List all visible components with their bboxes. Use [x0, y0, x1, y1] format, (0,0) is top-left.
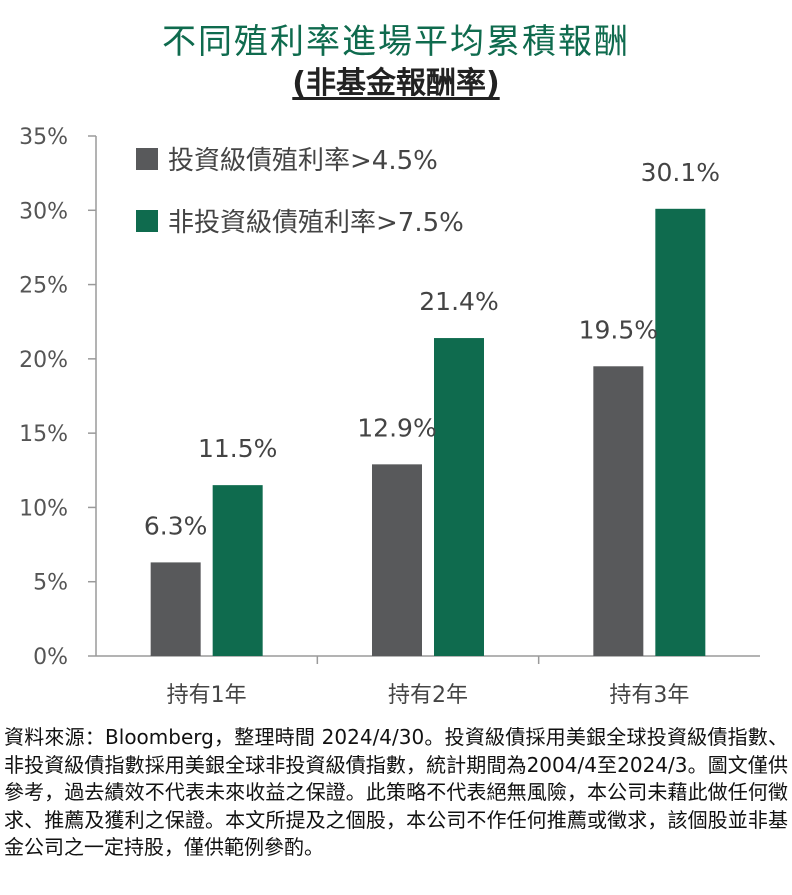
data-label: 6.3% [144, 511, 208, 540]
legend-label: 投資級債殖利率>4.5% [168, 146, 438, 176]
bar-investment-grade [372, 464, 422, 656]
data-label: 19.5% [579, 315, 658, 344]
data-label: 12.9% [357, 413, 436, 442]
bar-high-yield [434, 338, 484, 656]
chart-subtitle: (非基金報酬率) [292, 66, 500, 101]
data-label: 30.1% [641, 158, 720, 187]
x-category-label: 持有2年 [388, 683, 468, 708]
y-tick-label: 20% [19, 348, 68, 373]
y-tick-label: 30% [19, 199, 68, 224]
x-category-label: 持有1年 [167, 683, 247, 708]
y-tick-label: 25% [19, 274, 68, 299]
y-tick-label: 35% [19, 125, 68, 150]
bar-chart: 0% 5% 10% 15% 20% 25% 30% 35% 持有1年 持有2年 持有3年 6.3% 1… [19, 125, 760, 708]
bar-investment-grade [150, 562, 201, 656]
y-tick-label: 5% [33, 571, 68, 596]
legend-swatch [136, 210, 158, 232]
data-label: 21.4% [419, 287, 498, 316]
y-tick-label: 10% [19, 496, 68, 521]
y-tick-label: 0% [33, 645, 68, 670]
bar-high-yield [212, 485, 263, 656]
legend-swatch [136, 148, 158, 170]
bar-investment-grade [593, 366, 644, 656]
y-tick-label: 15% [19, 422, 68, 447]
x-category-label: 持有3年 [609, 683, 689, 708]
footnote: 資料來源：Bloomberg，整理時間 2024/4/30。投資級債採用美銀全球… [4, 725, 788, 859]
data-label: 11.5% [198, 434, 277, 463]
chart-title: 不同殖利率進場平均累積報酬 [162, 22, 630, 62]
legend-label: 非投資級債殖利率>7.5% [168, 208, 464, 238]
bar-high-yield [655, 208, 706, 657]
